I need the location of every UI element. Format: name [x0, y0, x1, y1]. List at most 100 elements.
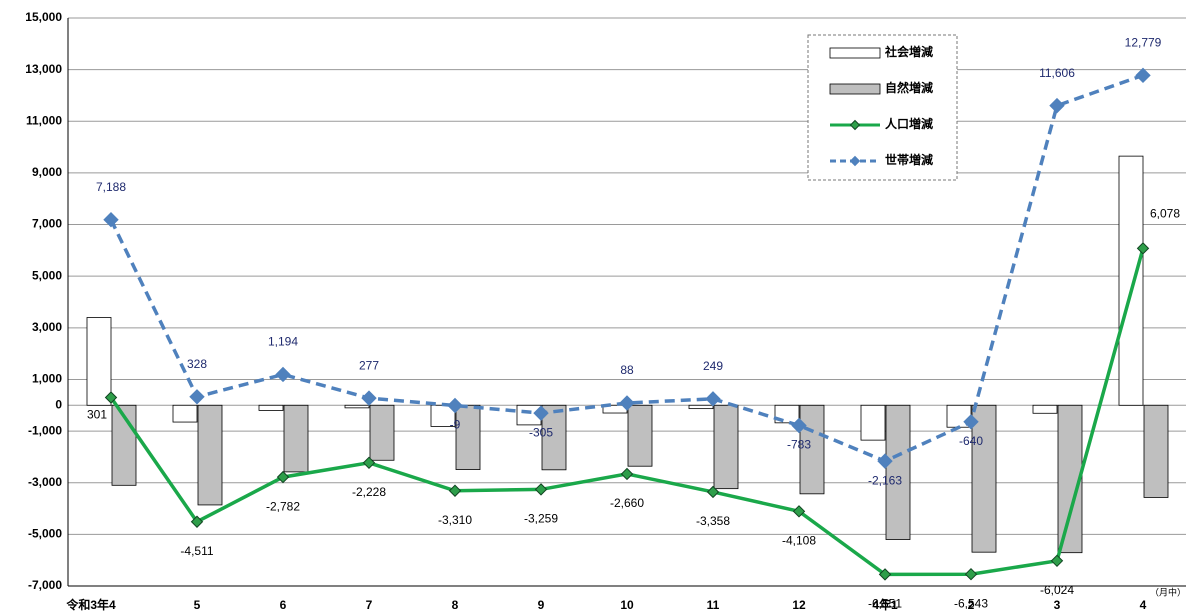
data-label: 249 — [703, 359, 723, 373]
x-tick-label: 4 — [1140, 598, 1147, 612]
point — [1136, 242, 1150, 255]
point — [964, 567, 978, 581]
data-label: -4,108 — [782, 534, 816, 548]
data-label: 6,078 — [1150, 207, 1180, 221]
point — [1135, 67, 1151, 84]
y-tick-label: -3,000 — [28, 475, 62, 489]
point — [362, 456, 376, 470]
data-label: 1,194 — [268, 335, 298, 349]
y-tick-label: -5,000 — [28, 527, 62, 541]
data-label: -6,551 — [868, 597, 902, 611]
y-tick-label: 15,000 — [25, 10, 62, 24]
data-label: -6,543 — [954, 596, 988, 610]
data-label: -6,024 — [1040, 583, 1074, 597]
data-label: -2,782 — [266, 499, 300, 513]
point — [448, 484, 462, 497]
bar — [197, 404, 223, 506]
point — [705, 391, 721, 407]
point — [620, 467, 634, 481]
bar — [369, 404, 395, 461]
point — [619, 395, 635, 411]
bar — [1032, 404, 1058, 414]
legend-swatch — [829, 83, 881, 95]
x-tick-label: 5 — [194, 598, 201, 612]
bar — [541, 404, 567, 471]
point — [878, 568, 892, 581]
bar — [455, 404, 481, 470]
y-tick-label: 5,000 — [32, 268, 62, 282]
data-label: 301 — [87, 408, 107, 422]
data-label: 328 — [187, 357, 207, 371]
x-tick-label: 2 — [968, 598, 975, 612]
unit-note: （月中） — [1150, 586, 1186, 597]
y-tick-label: 7,000 — [32, 217, 62, 231]
x-tick-label: 12 — [792, 598, 806, 612]
y-tick-label: 11,000 — [26, 113, 62, 127]
bar — [172, 404, 198, 423]
point — [706, 485, 720, 499]
bar — [344, 404, 370, 409]
y-tick-label: 1,000 — [32, 372, 62, 386]
data-label: -2,163 — [868, 473, 902, 487]
x-tick-label: 6 — [280, 598, 287, 612]
point — [533, 405, 549, 421]
legend-box — [807, 34, 958, 181]
legend-marker — [849, 155, 861, 167]
point — [963, 414, 979, 430]
bar — [86, 317, 112, 406]
point — [190, 515, 204, 528]
data-label: 12,779 — [1125, 36, 1162, 50]
bar — [258, 404, 284, 411]
data-label: -9 — [450, 418, 461, 432]
y-tick-label: 13,000 — [25, 62, 62, 76]
data-label: -783 — [787, 438, 811, 452]
bar — [860, 404, 886, 441]
legend-marker — [849, 119, 861, 131]
point — [447, 397, 463, 414]
x-tick-label: 4年1 — [872, 597, 898, 612]
data-label: -305 — [529, 425, 553, 439]
point — [103, 211, 119, 228]
point — [361, 390, 377, 406]
bar — [283, 404, 309, 473]
y-tick-label: -1,000 — [28, 423, 62, 437]
x-tick-label: 10 — [620, 598, 634, 612]
data-label: -4,511 — [180, 544, 213, 558]
data-label: -3,259 — [524, 512, 558, 526]
y-tick-label: 9,000 — [32, 165, 62, 179]
y-tick-label: 0 — [55, 397, 62, 411]
y-tick-label: -7,000 — [28, 578, 62, 592]
bar — [885, 404, 911, 540]
point — [877, 453, 893, 469]
bar — [688, 404, 714, 410]
point — [534, 483, 548, 496]
data-label: 7,188 — [96, 180, 126, 194]
data-label: -640 — [959, 434, 983, 448]
bar — [627, 404, 653, 467]
x-tick-label: 3 — [1054, 598, 1061, 612]
x-tick-label: 11 — [707, 598, 720, 612]
bar — [1118, 155, 1144, 406]
bar — [1143, 404, 1169, 498]
legend-label: 世帯増減 — [885, 152, 933, 167]
point — [1050, 554, 1064, 568]
point — [1049, 97, 1065, 114]
data-label: 88 — [620, 363, 634, 377]
x-tick-label: 8 — [452, 598, 459, 612]
legend-label: 自然増減 — [885, 80, 933, 95]
data-label: 11,606 — [1039, 66, 1075, 80]
legend-swatch — [829, 47, 881, 59]
point — [189, 389, 205, 405]
bar — [799, 404, 825, 495]
point — [275, 366, 291, 383]
data-label: 277 — [359, 358, 379, 372]
point — [791, 417, 807, 434]
x-tick-label: 令和3年4 — [65, 597, 116, 612]
data-label: -3,310 — [438, 513, 472, 527]
point — [104, 391, 118, 404]
bar — [713, 404, 739, 490]
data-label: -2,228 — [352, 485, 386, 499]
y-tick-label: 3,000 — [32, 320, 62, 334]
bar — [971, 404, 997, 553]
